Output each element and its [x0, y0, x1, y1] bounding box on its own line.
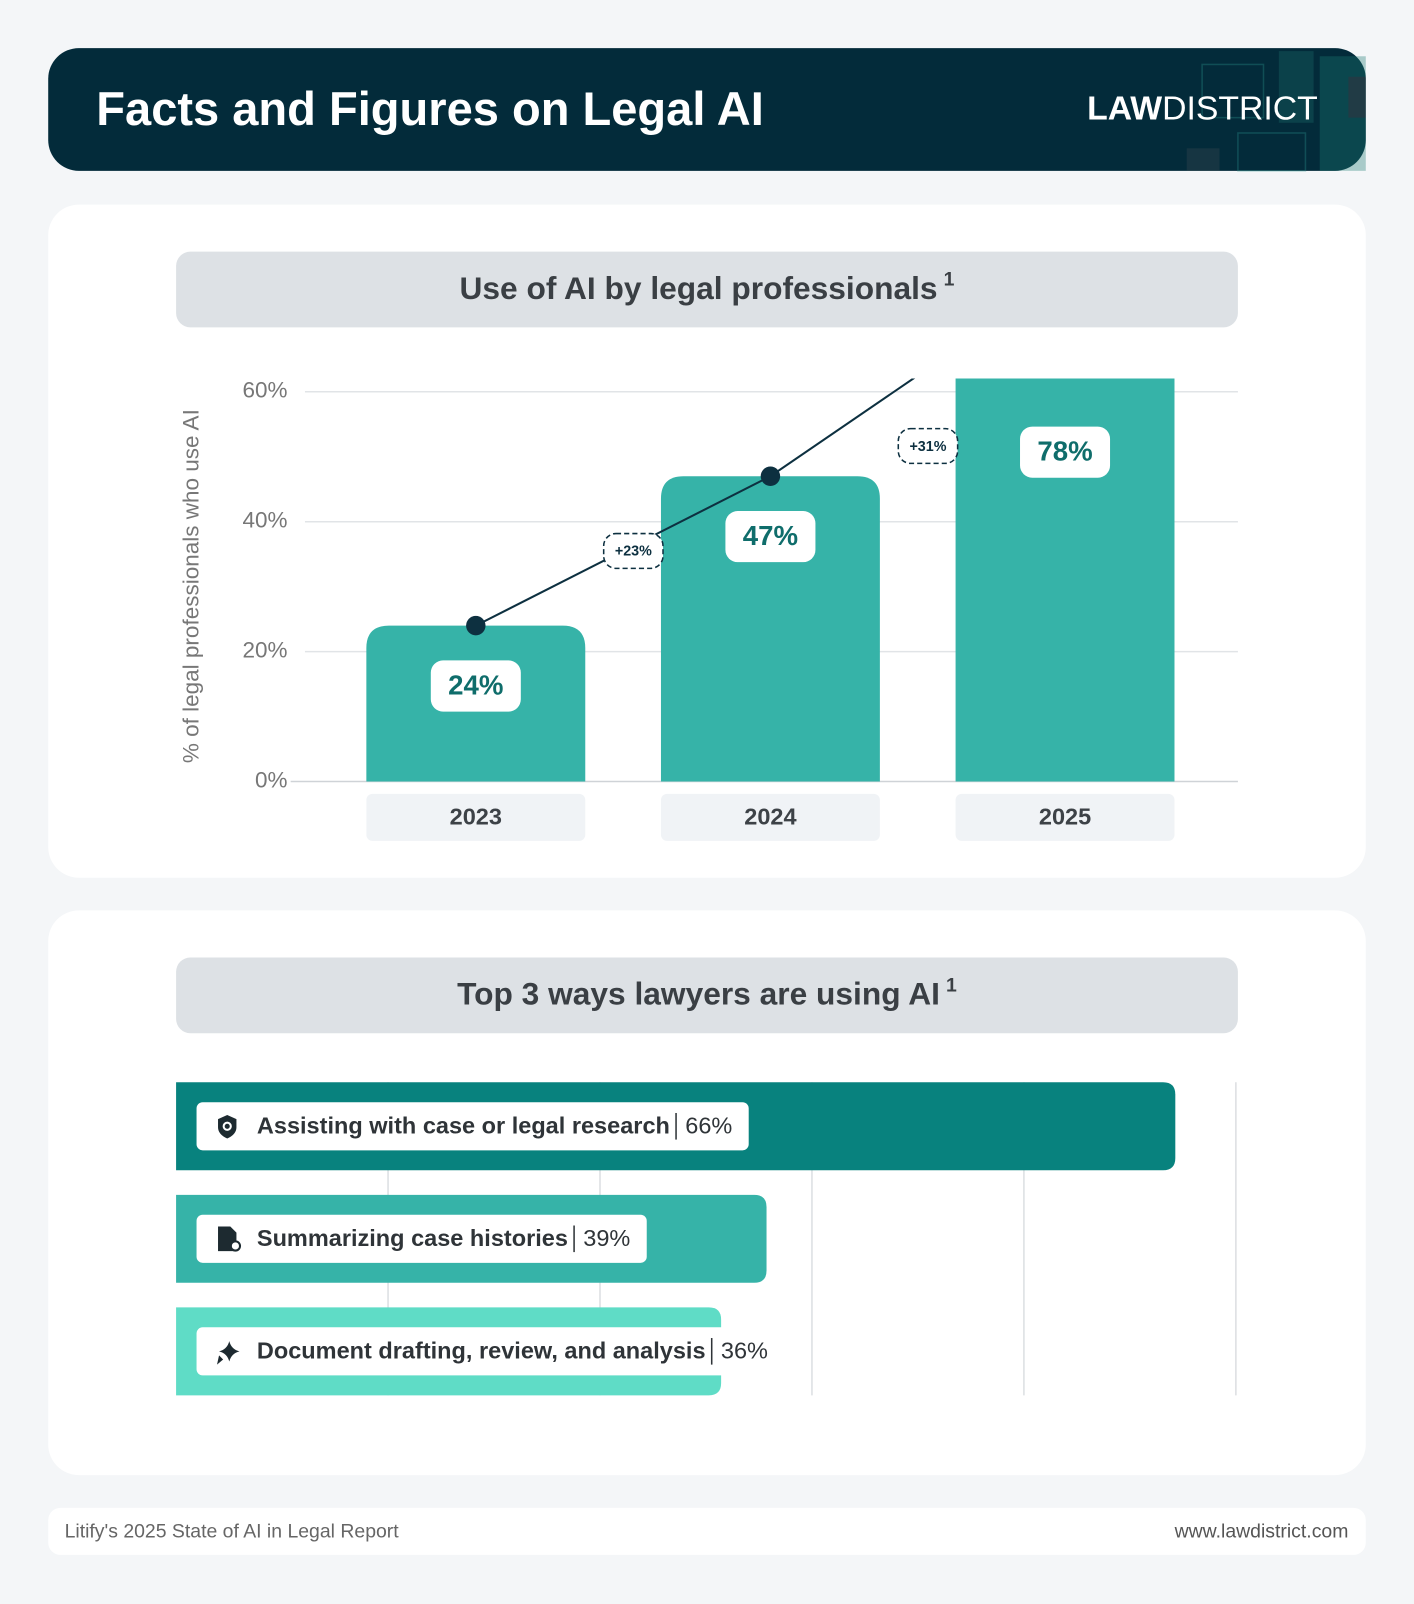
icon: [217, 1341, 240, 1365]
category-pill: [660, 793, 880, 841]
x-tick-label: 2023: [450, 804, 502, 830]
category-label: Document drafting, review, and analysis: [257, 1338, 706, 1364]
x-tick-label: 2025: [1039, 804, 1091, 830]
category-pill: [366, 793, 586, 841]
value-label: 66%: [685, 1113, 732, 1139]
y-tick-label: 0%: [255, 767, 288, 792]
y-tick-label: 40%: [243, 508, 288, 533]
icon: [218, 1115, 237, 1139]
category-pill: [955, 793, 1175, 841]
category-label: Summarizing case histories: [257, 1225, 568, 1251]
annotation: +31%: [909, 439, 946, 455]
value-label: 39%: [583, 1225, 630, 1251]
plot-area: [366, 378, 1175, 782]
value-label: 36%: [721, 1338, 768, 1364]
chart-title: Use of AI by legal professionals: [460, 270, 938, 306]
label-pill: [196, 1214, 647, 1263]
chart-title-note: 1: [944, 268, 955, 290]
page-title: Facts and Figures on Legal AI: [96, 82, 763, 135]
bar: [660, 476, 880, 782]
chart-title: Top 3 ways lawyers are using AI: [457, 976, 940, 1012]
icon-detail: [229, 1240, 242, 1252]
icon-detail: [222, 1121, 232, 1131]
chart-title-pill: [176, 251, 1238, 328]
trend-dot: [466, 615, 486, 636]
value-label: 47%: [743, 520, 798, 551]
value-pill: [430, 660, 521, 712]
value-pill: [1020, 426, 1111, 478]
value-pill: [725, 511, 816, 563]
value-label: 78%: [1037, 435, 1092, 466]
x-tick-label: 2024: [744, 804, 796, 830]
logo: LAWDISTRICT: [1087, 89, 1318, 127]
logo-bold: LAW: [1087, 89, 1162, 127]
y-axis-label: % of legal professionals who use AI: [178, 409, 203, 763]
footer-url: www.lawdistrict.com: [1174, 1521, 1349, 1543]
y-tick-label: 20%: [243, 638, 288, 663]
footer-bar: [48, 1507, 1366, 1555]
label-pill: [196, 1327, 785, 1376]
annotation-pill: [602, 532, 664, 570]
header-decoration: [1186, 51, 1366, 172]
footer-source: Litify's 2025 State of AI in Legal Repor…: [65, 1521, 400, 1543]
chart-title-note: 1: [946, 974, 957, 996]
label-pill: [196, 1102, 749, 1151]
trend-dot: [760, 466, 781, 486]
y-tick-label: 60%: [243, 378, 288, 403]
chart-title-pill: [176, 957, 1238, 1034]
logo-light: DISTRICT: [1162, 89, 1318, 127]
header-bar: [48, 48, 1366, 171]
value-label: 24%: [448, 669, 503, 700]
annotation-pill: [897, 427, 959, 465]
category-label: Assisting with case or legal research: [257, 1113, 670, 1139]
annotation: +23%: [615, 544, 652, 560]
bar: [955, 378, 1175, 782]
